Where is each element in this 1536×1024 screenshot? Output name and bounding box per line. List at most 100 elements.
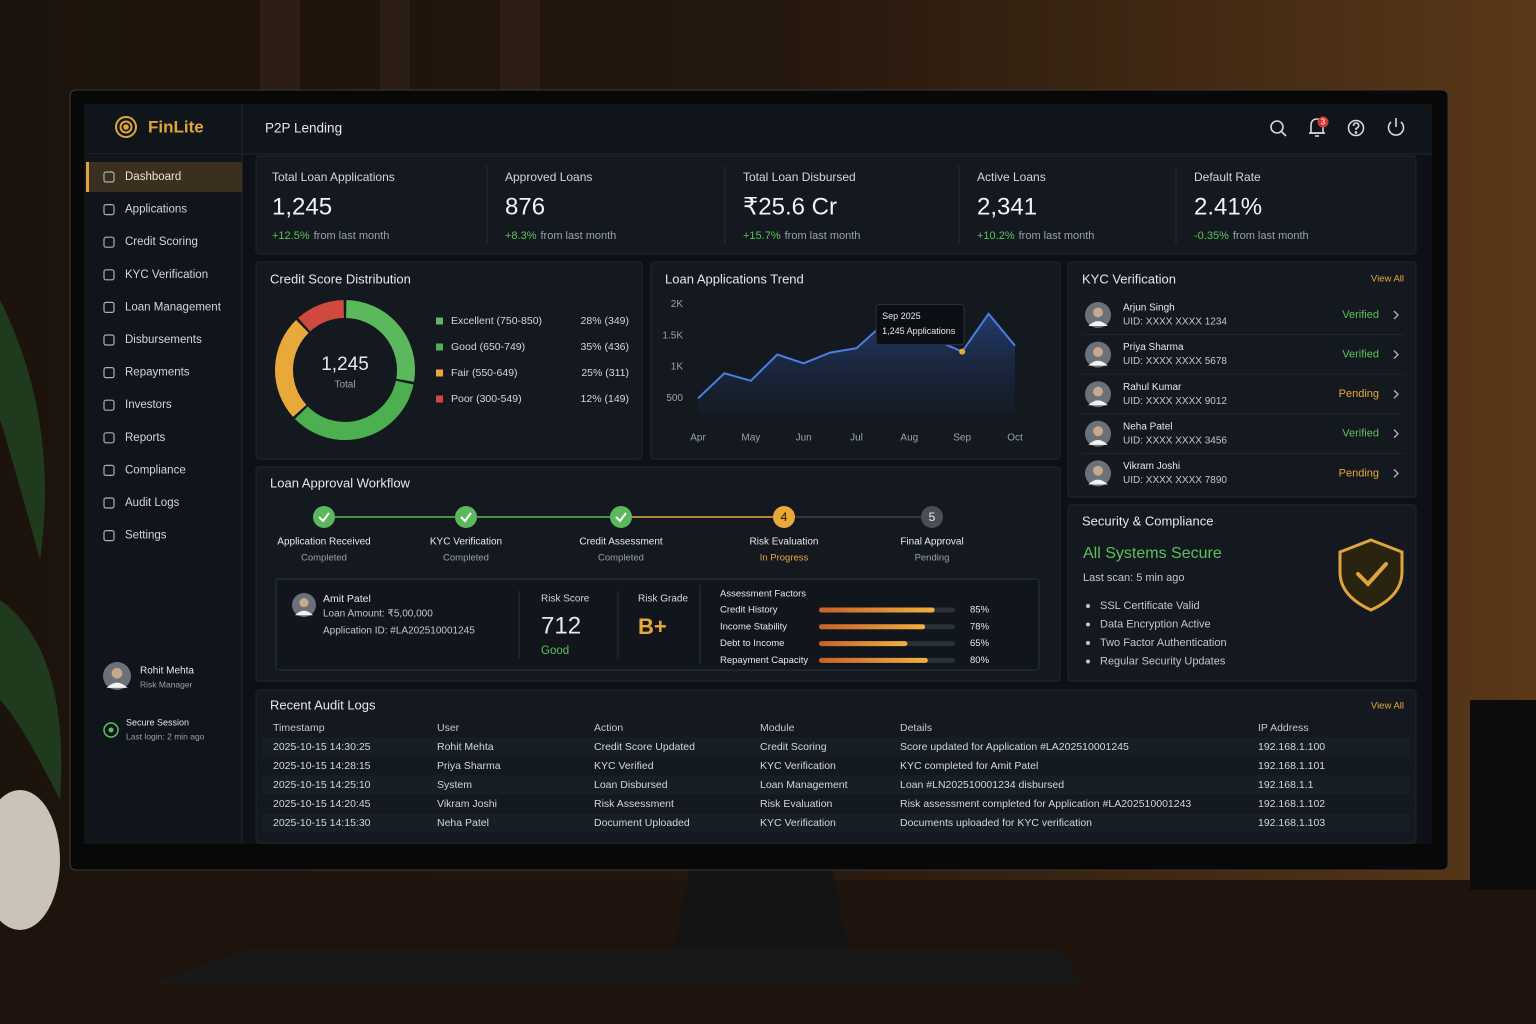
bullet: [1086, 659, 1090, 664]
security-item: SSL Certificate Valid: [1100, 600, 1200, 612]
session-icon: [103, 722, 119, 738]
kyc-panel: [1067, 261, 1417, 498]
table-cell: 192.168.1.103: [1258, 817, 1325, 829]
nav-item[interactable]: KYC Verification: [125, 269, 208, 281]
nav-item[interactable]: Investors: [125, 399, 172, 411]
avatar-head: [1093, 347, 1103, 357]
table-cell: Documents uploaded for KYC verification: [900, 817, 1092, 829]
factor-value: 85%: [970, 605, 990, 616]
line-area: [698, 313, 1015, 414]
kyc-status: Pending: [1339, 467, 1379, 479]
step-check: [615, 512, 627, 523]
nav-item[interactable]: Audit Logs: [125, 497, 180, 509]
kpi-value: 2.41%: [1194, 193, 1262, 220]
nav-item[interactable]: Applications: [125, 204, 187, 216]
step-marker: [921, 506, 943, 528]
table-cell: Risk Assessment: [594, 798, 674, 810]
kyc-name: Neha Patel: [1123, 421, 1172, 432]
kyc-status: Verified: [1342, 309, 1379, 321]
row-stripe: [262, 737, 1410, 757]
kpi-note: from last month: [785, 230, 861, 242]
legend-label: Fair (550-649): [451, 367, 518, 379]
nav-item[interactable]: Disbursements: [125, 334, 202, 346]
avatar-body: [1088, 400, 1108, 406]
bullet: [1086, 604, 1090, 608]
security-status: All Systems Secure: [1083, 545, 1222, 562]
tooltip-text: 1,245 Applications: [882, 326, 956, 336]
kpi-change: +10.2%: [977, 230, 1015, 242]
legend-swatch: [436, 317, 443, 325]
risk-score-label: Risk Score: [541, 594, 590, 605]
view-all[interactable]: View All: [1371, 701, 1404, 712]
notification-count: 3: [1321, 118, 1326, 127]
table-cell: Loan #LN202510001234 disbursed: [900, 779, 1064, 791]
step-status: Completed: [443, 553, 489, 564]
table-cell: 2025-10-15 14:30:25: [273, 741, 371, 753]
kpi-label: Total Loan Disbursed: [743, 170, 856, 184]
page-title: P2P Lending: [265, 121, 342, 136]
pen-holder: [1470, 700, 1536, 890]
help-icon[interactable]: [1347, 119, 1365, 137]
risk-grade: B+: [638, 614, 667, 639]
avatar-head: [1093, 386, 1103, 397]
table-cell: Score updated for Application #LA2025100…: [900, 741, 1129, 753]
chevron: [1393, 389, 1399, 399]
table-cell: KYC Verification: [760, 760, 836, 772]
view-all[interactable]: View All: [1371, 274, 1404, 285]
kpi-value: ₹25.6 Cr: [743, 193, 837, 220]
table-cell: Rohit Mehta: [437, 741, 494, 753]
factors-title: Assessment Factors: [720, 589, 806, 600]
nav-item[interactable]: Loan Management: [125, 301, 222, 313]
search-icon[interactable]: [1270, 120, 1287, 137]
nav-item[interactable]: Repayments: [125, 367, 190, 379]
kpi-note: from last month: [314, 230, 390, 242]
nav-item[interactable]: Reports: [125, 432, 166, 444]
x-tick-label: Jun: [796, 433, 812, 444]
legend-label: Good (650-749): [451, 341, 525, 353]
kpi-label: Default Rate: [1194, 170, 1261, 184]
kpi-label: Approved Loans: [505, 170, 592, 184]
risk-grade-label: Risk Grade: [638, 594, 688, 605]
factor-name: Debt to Income: [720, 638, 784, 649]
x-tick-label: Sep: [953, 433, 971, 444]
table-cell: Priya Sharma: [437, 760, 501, 772]
blind: [500, 0, 540, 90]
x-tick-label: Oct: [1007, 433, 1023, 444]
avatar-head: [1093, 426, 1103, 437]
step-status: Completed: [301, 553, 347, 564]
kpi-note: from last month: [541, 230, 617, 242]
nav-item[interactable]: Compliance: [125, 464, 186, 476]
kyc-status: Pending: [1339, 388, 1379, 400]
kpi-change: +12.5%: [272, 230, 310, 242]
tooltip-title: Sep 2025: [882, 311, 921, 321]
logo-icon: [115, 116, 137, 138]
table-cell: KYC Verified: [594, 760, 654, 772]
nav-item[interactable]: Settings: [125, 530, 167, 542]
nav-icon: [103, 399, 115, 411]
nav-item[interactable]: Credit Scoring: [125, 236, 198, 248]
chevron: [1393, 468, 1399, 478]
column-header: Module: [760, 722, 795, 734]
security-item: Data Encryption Active: [1100, 618, 1211, 630]
factor-value: 65%: [970, 638, 990, 649]
chevron: [1393, 310, 1399, 320]
bullet: [1086, 641, 1090, 645]
avatar-head: [1093, 307, 1103, 318]
nav-active: [86, 162, 242, 192]
session-detail: Last login: 2 min ago: [126, 731, 205, 741]
kpi-change: -0.35%: [1194, 230, 1229, 242]
factor-bar: [819, 624, 926, 630]
applicant-amount: Loan Amount: ₹5,00,000: [323, 609, 433, 620]
factor-name: Credit History: [720, 605, 778, 616]
security-item: Regular Security Updates: [1100, 655, 1226, 667]
kyc-status: Verified: [1342, 349, 1379, 361]
kyc-uid: UID: XXXX XXXX 7890: [1123, 475, 1227, 486]
applicant-name: Amit Patel: [323, 593, 371, 605]
plant-leaves: [0, 300, 62, 800]
y-tick-label: 500: [666, 393, 683, 404]
kyc-uid: UID: XXXX XXXX 3456: [1123, 435, 1227, 446]
power-icon[interactable]: [1387, 118, 1405, 136]
nav-item[interactable]: Dashboard: [125, 171, 181, 183]
blind: [380, 0, 410, 90]
